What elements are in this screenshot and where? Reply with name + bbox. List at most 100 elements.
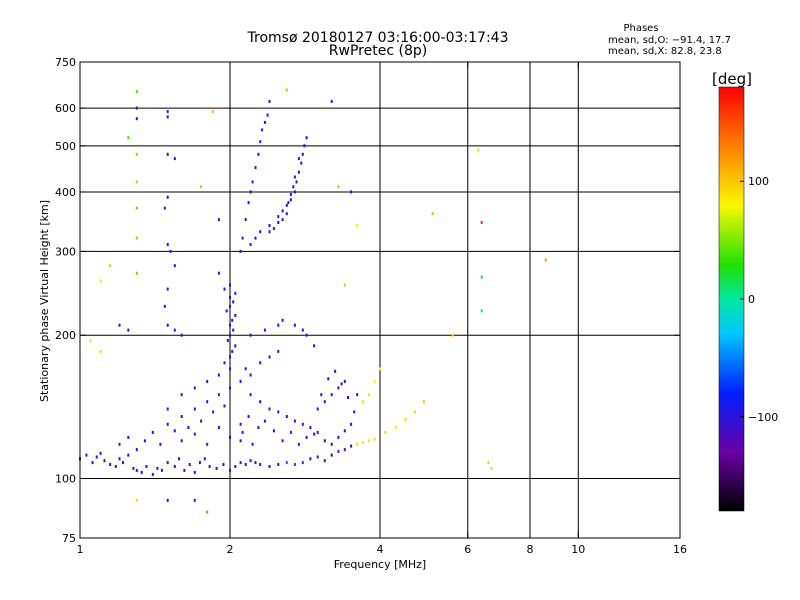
colorbar-tick-label: 100 [748,175,769,188]
data-point [118,442,121,446]
data-point [277,215,280,219]
data-point [127,136,130,140]
data-point [261,128,264,132]
y-tick-label: 750 [55,56,76,69]
stats-heading: Phases [623,23,658,34]
data-point [309,457,312,461]
data-point [323,400,326,404]
data-point [206,510,209,514]
data-point [140,470,143,474]
data-point [109,463,112,466]
data-points [79,88,547,514]
data-point [301,328,304,332]
data-point [234,314,237,317]
data-point [263,328,266,332]
data-point [193,432,196,436]
data-point [323,439,326,443]
data-point [480,275,483,279]
data-point [193,470,196,474]
data-point [160,468,163,472]
data-point [337,185,340,189]
data-point [303,144,306,148]
data-point [451,333,454,337]
data-point [85,453,88,457]
data-point [114,465,117,468]
data-point [166,287,169,291]
data-point [268,230,271,234]
data-point [287,201,290,205]
data-point [277,349,280,353]
data-point [217,271,220,275]
data-point [193,498,196,502]
data-point [229,333,231,337]
data-point [343,379,346,383]
data-point [222,463,225,466]
data-point [379,367,381,371]
data-point [223,361,226,365]
data-point [334,369,337,373]
data-point [180,393,183,397]
data-point [127,328,130,332]
data-point [173,328,176,332]
data-point [200,185,203,189]
data-point [257,426,260,429]
data-point [350,190,353,194]
data-point [206,442,209,446]
data-point [234,291,237,295]
data-point [180,439,183,443]
data-point [259,230,262,234]
data-point [384,430,387,434]
data-point [166,461,169,465]
data-point [367,393,370,397]
data-point [293,323,296,327]
data-point [249,190,252,194]
data-point [217,218,220,222]
data-point [254,461,257,465]
data-point [206,400,209,404]
data-point [159,442,162,446]
data-point [272,227,275,231]
data-point [215,466,218,470]
data-point [203,457,206,461]
data-point [293,463,296,466]
data-point [99,349,102,353]
data-point [95,455,98,459]
data-point [266,113,269,117]
data-point [229,435,231,439]
data-point [169,249,172,253]
data-point [193,407,196,411]
data-point [109,264,112,268]
y-tick-label: 400 [55,186,76,199]
data-point [413,410,416,414]
y-tick-label: 200 [55,329,76,342]
data-point [293,175,296,179]
chart-subtitle: RwPretec (8p) [329,43,427,59]
data-point [337,435,340,439]
data-point [166,110,169,114]
data-point [254,166,257,170]
y-tick-label: 300 [55,245,76,258]
data-point [193,386,196,390]
data-point [239,461,242,465]
data-point [292,185,295,189]
data-point [151,472,154,476]
data-point [247,201,250,205]
chart-title: Tromsø 20180127 03:16:00-03:17:43 [247,30,509,46]
data-point [285,203,288,207]
colorbar-gradient [719,87,744,511]
data-point [480,309,483,313]
data-point [272,429,275,433]
data-point [239,249,242,253]
data-point [301,422,304,426]
data-point [487,461,490,465]
data-point [323,459,326,463]
data-point [122,461,124,465]
data-point [229,468,231,472]
data-point [143,439,146,443]
data-point [234,344,237,348]
data-point [118,457,121,461]
data-point [268,99,271,103]
data-point [229,283,231,287]
stats-line-o: mean, sd,O: −91.4, 17.7 [608,35,731,46]
data-point [404,418,407,422]
